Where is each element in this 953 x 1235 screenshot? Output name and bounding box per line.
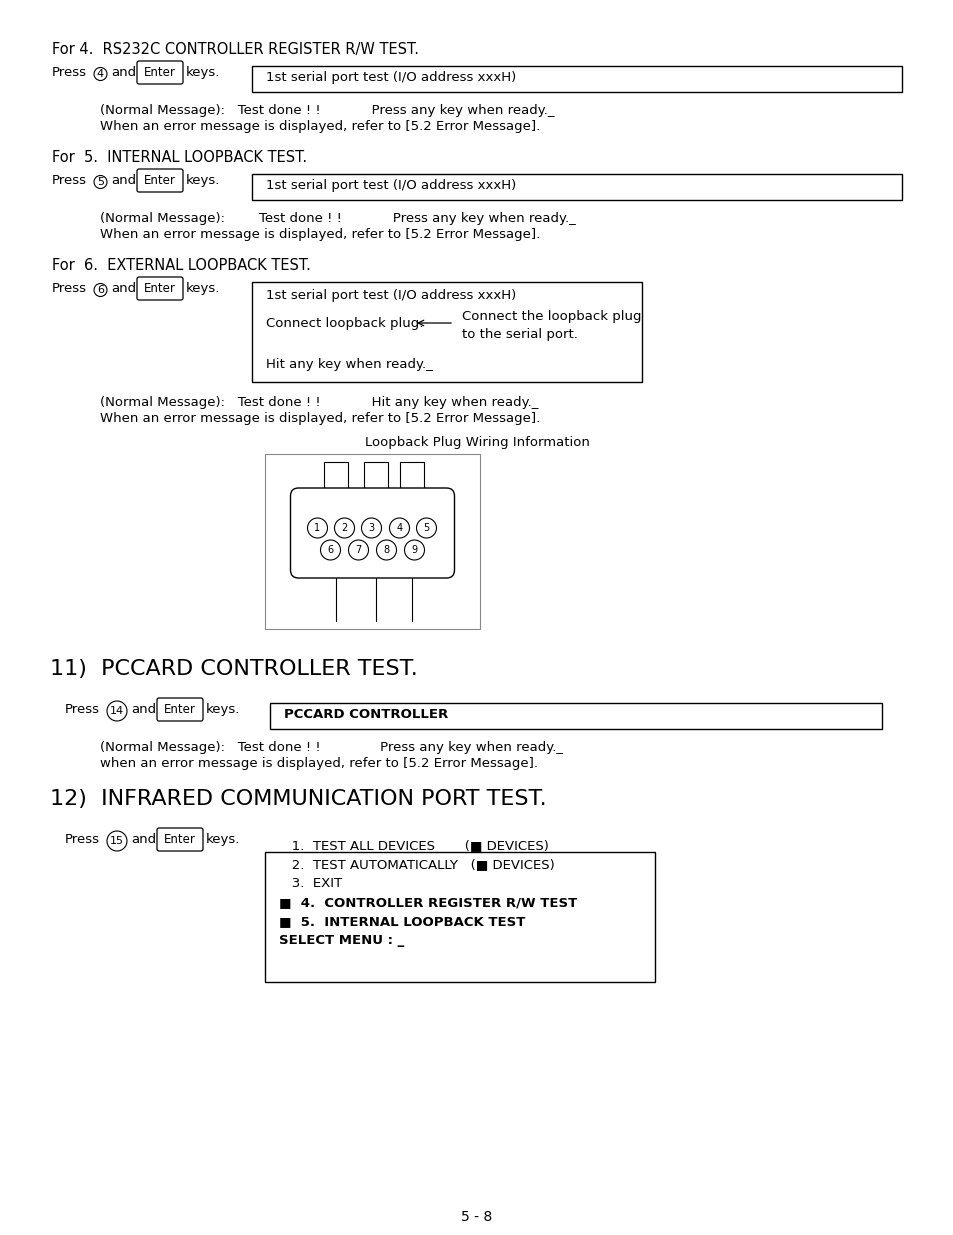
Text: and: and — [111, 65, 136, 79]
Text: and: and — [111, 174, 136, 186]
Text: and: and — [131, 703, 156, 716]
FancyBboxPatch shape — [291, 488, 454, 578]
Text: 4: 4 — [396, 522, 402, 534]
FancyBboxPatch shape — [157, 698, 203, 721]
Text: 7: 7 — [355, 545, 361, 555]
Text: 14: 14 — [110, 706, 124, 716]
Text: keys.: keys. — [186, 65, 220, 79]
Text: When an error message is displayed, refer to [5.2 Error Message].: When an error message is displayed, refe… — [100, 228, 539, 241]
Text: PCCARD CONTROLLER: PCCARD CONTROLLER — [284, 708, 448, 721]
Text: Press: Press — [52, 282, 87, 295]
Text: 6: 6 — [327, 545, 334, 555]
Text: keys.: keys. — [186, 282, 220, 295]
Bar — [265, 454, 479, 629]
FancyBboxPatch shape — [157, 827, 203, 851]
Text: 4: 4 — [97, 69, 104, 79]
FancyBboxPatch shape — [137, 169, 183, 191]
Bar — [270, 703, 882, 729]
Bar — [252, 174, 901, 200]
Text: keys.: keys. — [186, 174, 220, 186]
Text: keys.: keys. — [206, 832, 240, 846]
Text: Enter: Enter — [164, 703, 195, 716]
Text: Enter: Enter — [144, 65, 175, 79]
Text: Enter: Enter — [164, 832, 195, 846]
Text: Connect loopback plug.: Connect loopback plug. — [266, 317, 423, 330]
Text: Press: Press — [65, 703, 100, 716]
Text: ■  4.  CONTROLLER REGISTER R/W TEST: ■ 4. CONTROLLER REGISTER R/W TEST — [278, 897, 577, 909]
Text: Loopback Plug Wiring Information: Loopback Plug Wiring Information — [364, 436, 589, 450]
Text: 1st serial port test (I/O address xxxH): 1st serial port test (I/O address xxxH) — [266, 179, 516, 191]
Bar — [252, 65, 901, 91]
FancyBboxPatch shape — [137, 277, 183, 300]
Text: ■  5.  INTERNAL LOOPBACK TEST: ■ 5. INTERNAL LOOPBACK TEST — [278, 915, 525, 927]
Text: to the serial port.: to the serial port. — [461, 329, 578, 341]
Text: 15: 15 — [110, 836, 124, 846]
Text: Hit any key when ready._: Hit any key when ready._ — [266, 358, 433, 370]
Text: When an error message is displayed, refer to [5.2 Error Message].: When an error message is displayed, refe… — [100, 120, 539, 133]
Text: Enter: Enter — [144, 282, 175, 295]
Text: 8: 8 — [383, 545, 389, 555]
Text: 2: 2 — [341, 522, 347, 534]
Text: keys.: keys. — [206, 703, 240, 716]
Text: when an error message is displayed, refer to [5.2 Error Message].: when an error message is displayed, refe… — [100, 757, 537, 769]
Bar — [265, 852, 655, 982]
Text: 5: 5 — [423, 522, 429, 534]
Text: 1: 1 — [314, 522, 320, 534]
Text: and: and — [111, 282, 136, 295]
Text: For  5.  INTERNAL LOOPBACK TEST.: For 5. INTERNAL LOOPBACK TEST. — [52, 149, 307, 165]
Text: (Normal Message):   Test done ! !              Press any key when ready._: (Normal Message): Test done ! ! Press an… — [100, 741, 562, 755]
Text: 1.  TEST ALL DEVICES       (■ DEVICES): 1. TEST ALL DEVICES (■ DEVICES) — [278, 839, 548, 852]
Text: 5: 5 — [97, 177, 104, 186]
Text: Press: Press — [52, 174, 87, 186]
Bar — [252, 282, 641, 382]
Text: 1st serial port test (I/O address xxxH): 1st serial port test (I/O address xxxH) — [266, 289, 516, 303]
Text: 2.  TEST AUTOMATICALLY   (■ DEVICES): 2. TEST AUTOMATICALLY (■ DEVICES) — [278, 858, 554, 871]
Text: 3: 3 — [368, 522, 375, 534]
Text: 9: 9 — [411, 545, 417, 555]
Text: Enter: Enter — [144, 174, 175, 186]
Text: (Normal Message):   Test done ! !            Press any key when ready._: (Normal Message): Test done ! ! Press an… — [100, 104, 554, 117]
Text: 1st serial port test (I/O address xxxH): 1st serial port test (I/O address xxxH) — [266, 70, 516, 84]
Text: When an error message is displayed, refer to [5.2 Error Message].: When an error message is displayed, refe… — [100, 412, 539, 425]
Text: SELECT MENU : _: SELECT MENU : _ — [278, 934, 404, 947]
Text: Press: Press — [52, 65, 87, 79]
Text: 5 - 8: 5 - 8 — [461, 1210, 492, 1224]
Bar — [364, 462, 388, 501]
Text: (Normal Message):        Test done ! !            Press any key when ready._: (Normal Message): Test done ! ! Press an… — [100, 212, 576, 225]
Text: 3.  EXIT: 3. EXIT — [278, 877, 342, 890]
Text: (Normal Message):   Test done ! !            Hit any key when ready._: (Normal Message): Test done ! ! Hit any … — [100, 396, 537, 409]
Text: 11)  PCCARD CONTROLLER TEST.: 11) PCCARD CONTROLLER TEST. — [50, 659, 417, 679]
Text: 12)  INFRARED COMMUNICATION PORT TEST.: 12) INFRARED COMMUNICATION PORT TEST. — [50, 789, 546, 809]
Bar — [400, 462, 424, 501]
Text: Press: Press — [65, 832, 100, 846]
Text: For 4.  RS232C CONTROLLER REGISTER R/W TEST.: For 4. RS232C CONTROLLER REGISTER R/W TE… — [52, 42, 418, 57]
Bar — [324, 462, 348, 501]
Text: 6: 6 — [97, 285, 104, 295]
Text: For  6.  EXTERNAL LOOPBACK TEST.: For 6. EXTERNAL LOOPBACK TEST. — [52, 258, 311, 273]
FancyBboxPatch shape — [137, 61, 183, 84]
Text: and: and — [131, 832, 156, 846]
Text: Connect the loopback plug: Connect the loopback plug — [461, 310, 640, 324]
